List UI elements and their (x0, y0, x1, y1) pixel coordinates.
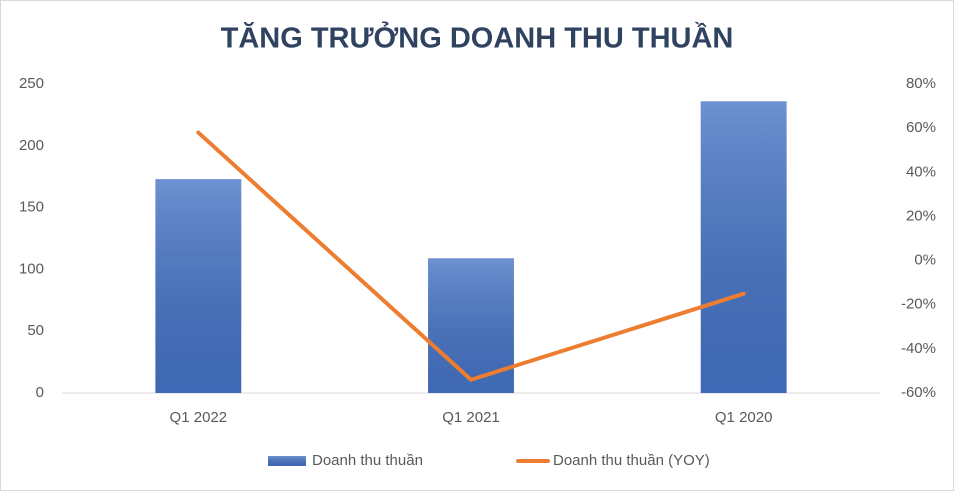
x-tick-label: Q1 2022 (170, 409, 228, 426)
y2-tick-label: 40% (906, 163, 936, 180)
y-tick-label: 0 (36, 384, 44, 401)
legend-label: Doanh thu thuần (YOY) (553, 452, 710, 469)
legend-label: Doanh thu thuần (312, 452, 423, 469)
legend-swatch-shade (268, 456, 306, 466)
y-tick-label: 250 (19, 75, 44, 92)
bar (155, 179, 242, 393)
y-tick-label: 100 (19, 260, 44, 277)
y2-tick-label: 60% (906, 119, 936, 136)
x-tick-label: Q1 2021 (442, 409, 500, 426)
bar (700, 101, 787, 393)
y-tick-label: 150 (19, 199, 44, 216)
y2-tick-label: -40% (901, 340, 936, 357)
y2-tick-label: 80% (906, 75, 936, 92)
line (196, 130, 746, 382)
chart-title: TĂNG TRƯỞNG DOANH THU THUẦN (221, 21, 734, 55)
bar (428, 258, 514, 393)
y2-tick-label: -60% (901, 384, 936, 401)
y2-tick-label: 0% (914, 252, 936, 269)
x-tick-label: Q1 2020 (715, 409, 773, 426)
y-tick-label: 50 (27, 322, 44, 339)
y-tick-label: 200 (19, 137, 44, 154)
y2-tick-label: 20% (906, 207, 936, 224)
y2-tick-label: -20% (901, 296, 936, 313)
